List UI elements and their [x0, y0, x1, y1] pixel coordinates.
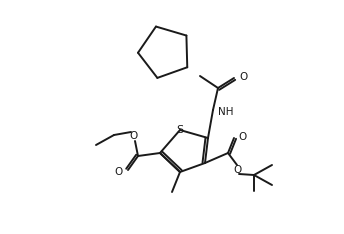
Text: O: O	[130, 131, 138, 141]
Text: O: O	[234, 165, 242, 175]
Text: O: O	[239, 72, 247, 82]
Text: O: O	[238, 132, 246, 142]
Text: NH: NH	[218, 107, 234, 117]
Text: O: O	[115, 167, 123, 177]
Text: S: S	[176, 125, 184, 135]
